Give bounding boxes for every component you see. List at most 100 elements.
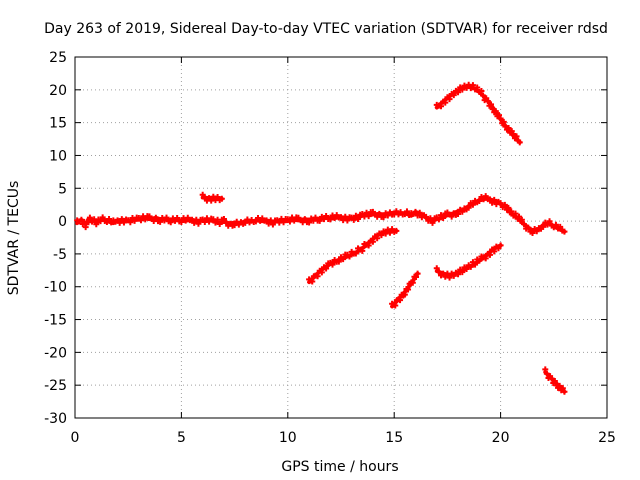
data-point: [450, 92, 457, 99]
data-point: [174, 214, 181, 221]
series: [433, 81, 523, 146]
data-point: [314, 273, 321, 280]
data-point: [488, 101, 495, 108]
data-point: [510, 130, 517, 137]
data-point: [178, 218, 185, 225]
data-point: [516, 139, 523, 146]
y-tick-label: 20: [49, 83, 67, 99]
data-point: [540, 223, 547, 230]
data-point: [352, 212, 359, 219]
data-point: [442, 99, 449, 106]
data-point: [131, 217, 138, 224]
data-point: [455, 271, 462, 278]
y-tick-label: 5: [58, 181, 67, 197]
data-point: [435, 268, 442, 275]
data-point: [397, 297, 404, 304]
data-point: [450, 272, 457, 279]
data-point: [482, 193, 489, 200]
data-point: [556, 382, 563, 389]
data-point: [559, 385, 566, 392]
data-point: [280, 219, 287, 226]
x-tick-label: 25: [598, 430, 616, 446]
data-point: [455, 89, 462, 96]
data-point: [472, 261, 479, 268]
data-point: [459, 269, 466, 276]
data-point: [518, 216, 525, 223]
data-point: [409, 279, 416, 286]
data-point: [500, 118, 507, 125]
data-point: [218, 195, 225, 202]
y-tick-label: 25: [49, 50, 67, 66]
data-point: [346, 253, 353, 260]
x-tick-label: 10: [279, 430, 297, 446]
data-point: [365, 213, 372, 220]
data-point: [561, 388, 568, 395]
data-point: [482, 255, 489, 262]
y-axis-label: SDTVAR / TECUs: [6, 181, 22, 296]
data-point: [157, 218, 164, 225]
series: [199, 191, 225, 204]
data-point: [521, 221, 528, 228]
data-point: [216, 220, 223, 227]
series: [389, 270, 421, 309]
data-point: [312, 214, 319, 221]
data-point: [392, 302, 399, 309]
data-point: [393, 227, 400, 234]
data-point: [306, 219, 313, 226]
data-point: [496, 112, 503, 119]
data-point: [548, 375, 555, 382]
data-point: [99, 214, 106, 221]
x-tick-label: 15: [385, 430, 403, 446]
data-point: [476, 197, 483, 204]
data-point: [423, 213, 430, 220]
data-point: [335, 258, 342, 265]
data-point: [376, 210, 383, 217]
data-point: [484, 97, 491, 104]
data-point: [195, 220, 202, 227]
data-point: [512, 210, 519, 217]
data-point: [413, 273, 420, 280]
data-point: [220, 216, 227, 223]
data-point: [329, 261, 336, 268]
data-point: [480, 92, 487, 99]
data-point: [478, 88, 485, 95]
data-point: [380, 214, 387, 221]
data-point: [340, 256, 347, 263]
data-point: [401, 291, 408, 298]
grid-lines: [75, 57, 607, 418]
data-point: [543, 370, 550, 377]
data-point: [438, 103, 445, 110]
data-point: [352, 250, 359, 257]
data-point: [463, 266, 470, 273]
y-tick-label: 15: [49, 116, 67, 132]
y-tick-label: 0: [58, 214, 67, 230]
data-point: [525, 224, 532, 231]
data-point: [486, 251, 493, 258]
data-point: [492, 108, 499, 115]
data-point: [414, 270, 421, 277]
data-point: [489, 106, 496, 113]
data-point: [561, 228, 568, 235]
x-tick-label: 5: [177, 430, 186, 446]
data-point: [476, 257, 483, 264]
data-point: [323, 265, 330, 272]
data-point: [497, 115, 504, 122]
data-point: [223, 219, 230, 226]
data-point: [467, 263, 474, 270]
axis-ticks: 0 5 10 15 20 25 -30 -25 -20 -15 -10 -5 0 5 10 15 20 25: [44, 50, 616, 446]
data-point: [327, 216, 334, 223]
data-point: [86, 214, 93, 221]
data-point: [403, 208, 410, 215]
data-point: [433, 265, 440, 272]
y-tick-label: 10: [49, 148, 67, 164]
series: [306, 226, 400, 285]
data-point: [142, 216, 149, 223]
data-point: [435, 216, 442, 223]
data-point: [323, 213, 330, 220]
data-point: [455, 210, 462, 217]
x-tick-label: 0: [71, 430, 80, 446]
data-point: [152, 214, 159, 221]
data-point: [93, 221, 100, 228]
data-point: [440, 215, 447, 222]
data-point: [374, 235, 381, 242]
